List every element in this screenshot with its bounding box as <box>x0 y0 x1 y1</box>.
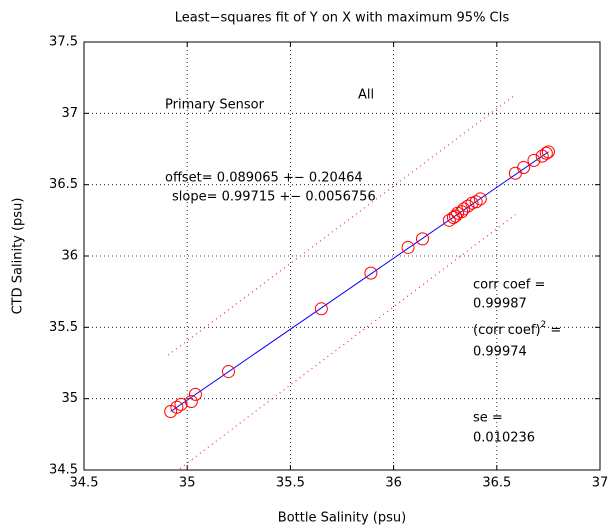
annotation: offset= 0.089065 +− 0.20464 <box>165 171 363 186</box>
x-tick-label: 34.5 <box>70 476 99 491</box>
y-tick-label: 35.5 <box>49 320 78 335</box>
x-tick-label: 36 <box>385 476 402 491</box>
annotation: 0.99974 <box>473 345 527 360</box>
y-tick-label: 37.5 <box>49 35 78 50</box>
annotation-part: = <box>546 323 561 338</box>
plot-frame <box>83 41 601 471</box>
point <box>221 365 235 379</box>
annotation: 0.010236 <box>473 431 535 446</box>
point <box>174 397 188 411</box>
annotation: slope= 0.99715 +− 0.0056756 <box>172 190 376 205</box>
point <box>415 232 429 246</box>
annotation: 0.99987 <box>473 297 527 312</box>
point <box>461 199 475 213</box>
x-tick-label: 37 <box>592 476 609 491</box>
x-axis-label: Bottle Salinity (psu) <box>278 511 406 526</box>
y-axis-label: CTD Salinity (psu) <box>11 198 26 315</box>
annotation: se = <box>473 411 503 426</box>
y-tick-label: 37 <box>61 106 78 121</box>
ci-line <box>179 214 516 469</box>
point <box>517 161 531 175</box>
point <box>188 387 202 401</box>
annotation: corr coef = <box>473 278 545 293</box>
y-tick-label: 35 <box>61 391 78 406</box>
point <box>364 266 378 280</box>
point <box>401 240 415 254</box>
point <box>184 395 198 409</box>
point <box>541 145 555 159</box>
x-tick-label: 35.5 <box>276 476 305 491</box>
x-tick-label: 35 <box>179 476 196 491</box>
y-tick-label: 36 <box>61 249 78 264</box>
annotation: Primary Sensor <box>165 98 265 113</box>
point <box>527 153 541 167</box>
point <box>473 192 487 206</box>
point <box>170 400 184 414</box>
annotation-superscript: 2 <box>541 320 547 330</box>
point <box>469 195 483 209</box>
x-tick-label: 36.5 <box>482 476 511 491</box>
annotation-part: (corr coef) <box>473 323 541 338</box>
ci-line <box>167 94 516 356</box>
point <box>314 302 328 316</box>
point <box>539 146 553 160</box>
chart-title: Least−squares fit of Y on X with maximum… <box>175 11 510 26</box>
y-tick-label: 34.5 <box>49 463 78 478</box>
y-tick-label: 36.5 <box>49 177 78 192</box>
annotation: All <box>358 88 374 103</box>
point <box>508 166 522 180</box>
annotation: (corr coef)2 = <box>473 320 561 338</box>
